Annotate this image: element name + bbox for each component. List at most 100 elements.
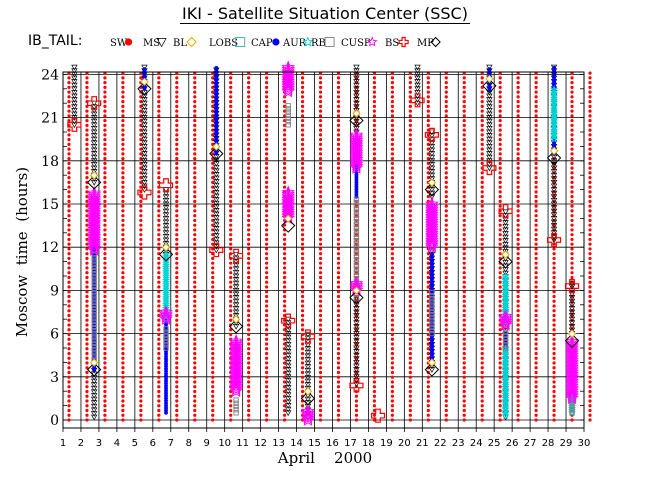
sw-point: [570, 152, 574, 156]
ms-point: [90, 411, 98, 417]
aur-point: [501, 302, 510, 310]
sw-point: [516, 133, 520, 137]
sw-point: [175, 81, 179, 85]
ms-point: [353, 309, 360, 316]
sw-point: [121, 290, 125, 294]
mp-point: [498, 204, 513, 219]
sw-point: [193, 266, 197, 270]
ms-point: [502, 227, 509, 234]
sw-point: [175, 237, 179, 242]
sw-point: [229, 180, 233, 184]
sw-point: [211, 337, 215, 341]
sw-point: [318, 313, 323, 318]
sw-point: [336, 157, 341, 161]
sw-point: [139, 180, 143, 184]
sw-point: [588, 370, 592, 375]
sw-point: [318, 157, 323, 161]
sw-point: [229, 294, 233, 299]
sw-point: [372, 161, 377, 165]
sw-point: [516, 351, 520, 356]
sw-point: [265, 299, 269, 303]
rb-point: [91, 309, 97, 315]
sw-point: [67, 128, 71, 132]
sw-point: [390, 361, 394, 365]
sw-point: [175, 214, 179, 218]
sw-point: [229, 157, 233, 161]
bl-point: [212, 142, 221, 151]
sw-point: [444, 318, 448, 322]
sw-point: [462, 351, 466, 356]
aur-point: [501, 282, 510, 291]
sw-point: [67, 408, 71, 413]
sw-point: [480, 399, 484, 403]
sw-point: [372, 166, 377, 170]
sw-point: [265, 351, 269, 356]
sw-point: [67, 233, 71, 237]
sw-point: [265, 228, 269, 232]
sw-point: [480, 408, 484, 413]
ms-point: [353, 363, 360, 370]
aur-point: [501, 361, 510, 370]
sw-point: [390, 385, 394, 389]
sw-point: [193, 195, 197, 199]
aur-point: [550, 87, 558, 96]
sw-point: [247, 152, 251, 156]
sw-point: [103, 418, 107, 422]
sw-point: [588, 389, 592, 394]
ms-point: [353, 93, 360, 100]
sw-point: [426, 81, 430, 85]
ms-point: [90, 125, 98, 132]
sw-point: [175, 337, 179, 341]
sw-point: [462, 252, 466, 256]
sw-point: [498, 290, 502, 294]
sw-point: [444, 290, 448, 294]
ms-point: [90, 385, 98, 392]
sw-point: [121, 109, 125, 113]
sw-point: [175, 247, 179, 251]
sw-point: [336, 290, 341, 294]
sw-point: [85, 328, 89, 332]
sw-point: [139, 394, 143, 398]
bl-point: [89, 358, 99, 367]
sw-point: [265, 185, 269, 189]
aur-point: [501, 405, 510, 413]
sw-point: [318, 90, 323, 94]
sw-point: [372, 313, 377, 318]
ms-point: [353, 100, 360, 107]
sw-point: [300, 166, 305, 170]
sw-point: [247, 271, 251, 275]
sw-point: [372, 347, 377, 351]
sw-point: [390, 138, 394, 142]
sw-point: [211, 361, 215, 365]
sw-point: [552, 408, 556, 413]
sw-point: [534, 318, 538, 322]
sw-point: [175, 185, 179, 189]
aur-point: [501, 392, 510, 400]
aur-point: [550, 106, 558, 115]
sw-point: [534, 252, 538, 256]
sw-point: [426, 252, 430, 256]
sw-point: [372, 128, 377, 132]
x-axis-label: April 2000: [277, 449, 372, 467]
sw-point: [193, 290, 197, 294]
ms-point: [486, 118, 493, 125]
legend-marker-rb: [324, 37, 335, 47]
ms-point: [568, 291, 576, 298]
sw-point: [498, 275, 502, 280]
sw-point: [282, 152, 287, 156]
sw-point: [157, 147, 161, 151]
sw-point: [336, 351, 341, 356]
ms-point: [550, 161, 558, 168]
sw-point: [462, 171, 466, 175]
sw-point: [498, 109, 502, 113]
sw-point: [498, 171, 502, 175]
sw-point: [193, 138, 197, 142]
ms-point: [550, 194, 558, 201]
sw-point: [67, 413, 71, 417]
aur-point: [501, 299, 510, 308]
sw-point: [175, 304, 179, 308]
sw-point: [121, 138, 125, 142]
sw-point: [247, 204, 251, 208]
sw-point: [426, 304, 430, 308]
sw-point: [426, 394, 430, 398]
